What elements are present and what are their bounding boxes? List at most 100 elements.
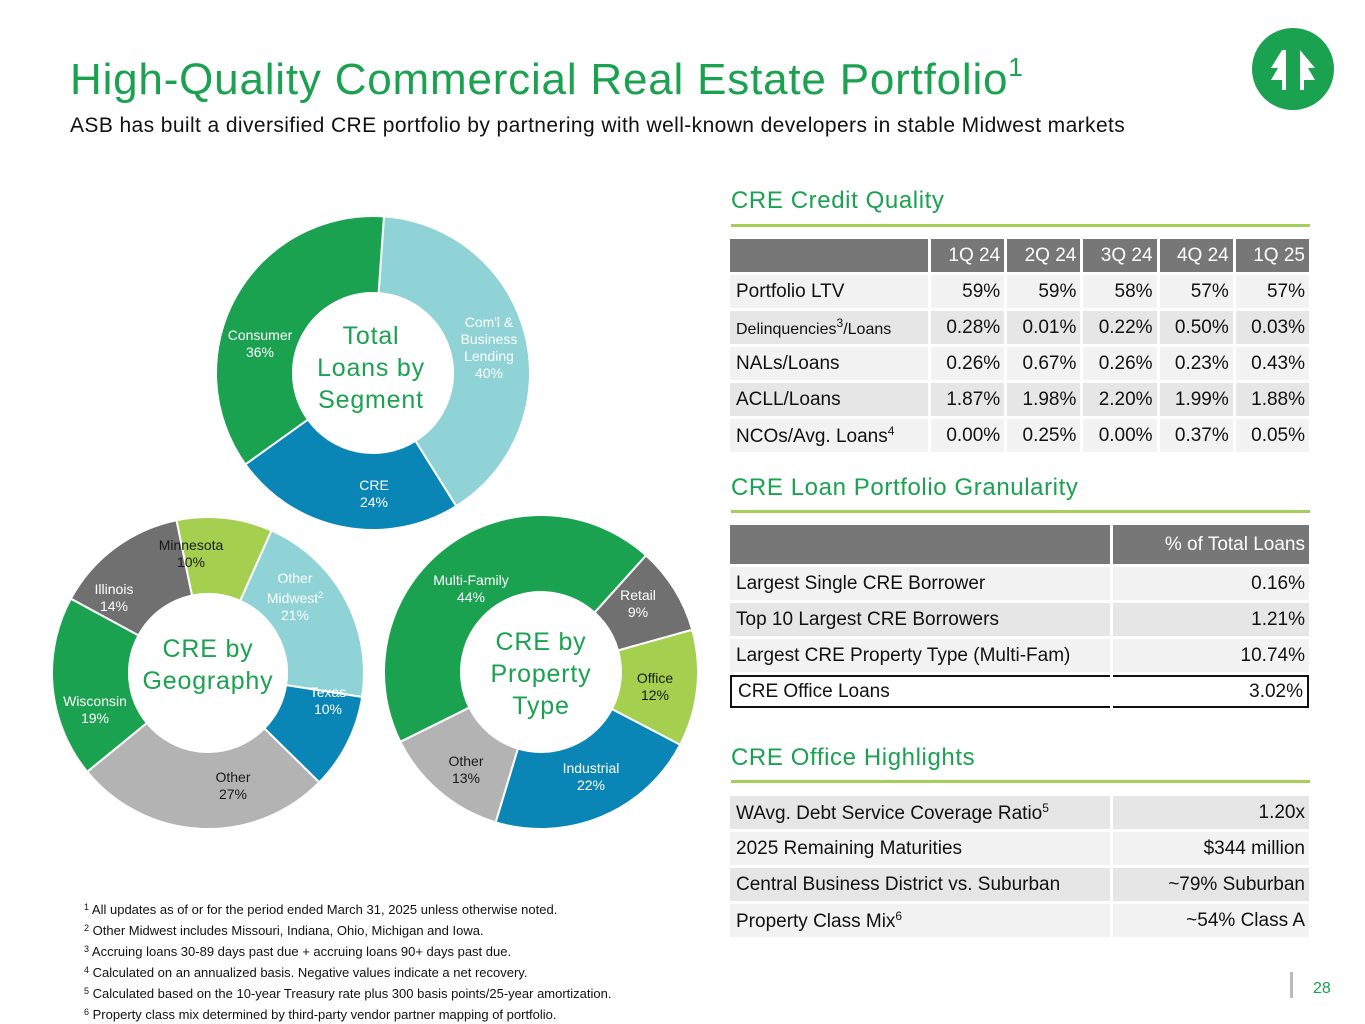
slice-label-line: Lending — [464, 348, 514, 364]
table-cell: 0.26% — [1083, 347, 1157, 380]
table-row: Central Business District vs. Suburban ~… — [730, 868, 1309, 901]
slice-label-line: Minnesota — [158, 537, 224, 553]
page-title: High-Quality Commercial Real Estate Port… — [70, 52, 1024, 104]
row-label: ACLL/Loans — [730, 383, 928, 416]
table-cell: 0.25% — [1007, 419, 1081, 452]
table-cell: 59% — [1007, 275, 1081, 308]
table-cell: 0.23% — [1159, 347, 1233, 380]
slice-label-industrial: Industrial 22% — [563, 760, 620, 794]
donut-slice-other-midwest — [238, 529, 365, 699]
slice-label-geo-other: Other 27% — [215, 769, 250, 803]
table-cell: 3.02% — [1113, 675, 1309, 708]
slice-label-line: Other — [448, 753, 484, 769]
table-row: ACLL/Loans 1.87% 1.98% 2.20% 1.99% 1.88% — [730, 383, 1309, 416]
row-label: Largest Single CRE Borrower — [730, 567, 1110, 600]
row-label: Property Class Mix6 — [730, 904, 1110, 937]
slice-label-line: Com'l & — [464, 314, 514, 330]
table-row: Delinquencies3/Loans 0.28% 0.01% 0.22% 0… — [730, 311, 1309, 344]
table-cell: 58% — [1083, 275, 1157, 308]
row-label: NALs/Loans — [730, 347, 928, 380]
table-header-row: 1Q 24 2Q 24 3Q 24 4Q 24 1Q 25 — [730, 239, 1309, 272]
granularity-heading: CRE Loan Portfolio Granularity — [731, 474, 1079, 501]
slice-label-wisconsin: Wisconsin 19% — [63, 693, 127, 727]
slice-label-line: Multi-Family — [433, 572, 509, 588]
donut-slice-cre — [243, 418, 458, 531]
center-line: Total — [342, 322, 400, 350]
credit-quality-table: 1Q 24 2Q 24 3Q 24 4Q 24 1Q 25 Portfolio … — [727, 236, 1312, 455]
table-cell: 0.05% — [1235, 419, 1309, 452]
slice-label-value: 9% — [627, 604, 649, 620]
slice-label-office: Office 12% — [637, 670, 673, 704]
row-label: WAvg. Debt Service Coverage Ratio5 — [730, 796, 1110, 829]
table-cell: 1.99% — [1159, 383, 1233, 416]
table-cell: 57% — [1235, 275, 1309, 308]
slice-label-line: Midwest2 — [266, 590, 324, 606]
table-cell: 0.00% — [1083, 419, 1157, 452]
slice-label-value: 10% — [313, 701, 343, 717]
slice-label-other-midwest: Other Midwest2 21% — [267, 570, 323, 624]
credit-quality-heading: CRE Credit Quality — [731, 187, 945, 214]
row-label: Largest CRE Property Type (Multi-Fam) — [730, 639, 1110, 672]
table-row-highlighted: CRE Office Loans 3.02% — [730, 675, 1309, 708]
slice-label-line: Consumer — [227, 327, 293, 343]
row-label: 2025 Remaining Maturities — [730, 832, 1110, 865]
slice-label-value: 24% — [359, 494, 389, 510]
center-line: Type — [512, 692, 570, 720]
slice-label-illinois: Illinois 14% — [95, 581, 134, 615]
table-cell: 0.01% — [1007, 311, 1081, 344]
page-subtitle: ASB has built a diversified CRE portfoli… — [70, 114, 1126, 137]
table-cell: 0.43% — [1235, 347, 1309, 380]
center-line: Segment — [318, 386, 424, 414]
slice-label-line: Other — [277, 570, 313, 586]
table-row: NCOs/Avg. Loans4 0.00% 0.25% 0.00% 0.37%… — [730, 419, 1309, 452]
slice-label-line: Other — [215, 769, 251, 785]
office-table: WAvg. Debt Service Coverage Ratio5 1.20x… — [727, 793, 1312, 940]
table-row: Largest Single CRE Borrower 0.16% — [730, 567, 1309, 600]
table-cell: 1.88% — [1235, 383, 1309, 416]
slice-label-value: 13% — [451, 770, 481, 786]
slice-label-value: 12% — [640, 687, 670, 703]
page-number-divider — [1290, 972, 1293, 998]
table-row: NALs/Loans 0.26% 0.67% 0.26% 0.23% 0.43% — [730, 347, 1309, 380]
footnotes: 1 All updates as of or for the period en… — [84, 898, 612, 1024]
table-cell: 0.50% — [1159, 311, 1233, 344]
office-heading: CRE Office Highlights — [731, 744, 976, 771]
table-row: Top 10 Largest CRE Borrowers 1.21% — [730, 603, 1309, 636]
table-cell: 2.20% — [1083, 383, 1157, 416]
slice-label-value: 14% — [99, 598, 129, 614]
table-header-row: % of Total Loans — [730, 525, 1309, 564]
table-header-blank — [730, 239, 928, 272]
asb-tree-logo-icon — [1252, 28, 1334, 110]
slice-label-value: 27% — [218, 786, 248, 802]
slice-label-value: 21% — [280, 607, 310, 623]
slice-label-texas: Texas 10% — [310, 684, 347, 718]
row-label: Top 10 Largest CRE Borrowers — [730, 603, 1110, 636]
table-header-cell: % of Total Loans — [1113, 525, 1309, 564]
row-label: NCOs/Avg. Loans4 — [730, 419, 928, 452]
table-cell: 1.21% — [1113, 603, 1309, 636]
slice-label-line: Illinois — [94, 581, 134, 597]
slice-label-value: 44% — [456, 589, 486, 605]
slice-label-line: Office — [636, 670, 674, 686]
donut-chart-segment — [215, 215, 531, 531]
footnote: 6 Property class mix determined by third… — [84, 1007, 557, 1022]
slice-label-line: Industrial — [562, 760, 620, 776]
slice-label-line: Wisconsin — [63, 693, 127, 709]
donut-center-label: CRE by Geography — [128, 633, 288, 697]
donut-slice-multi-family — [383, 514, 648, 744]
slice-label-value: 19% — [80, 710, 110, 726]
slice-label-line: Business — [460, 331, 518, 347]
slice-label-consumer: Consumer 36% — [228, 327, 293, 361]
donut-slice-com-l-business-lending — [377, 215, 531, 508]
table-cell: 1.20x — [1113, 796, 1309, 829]
slice-label-retail: Retail 9% — [620, 587, 656, 621]
table-cell: 0.37% — [1159, 419, 1233, 452]
donut-slice-minnesota — [175, 516, 273, 603]
page-number: 28 — [1313, 980, 1331, 997]
table-header-cell: 3Q 24 — [1083, 239, 1157, 272]
table-header-cell: 2Q 24 — [1007, 239, 1081, 272]
slice-label-line: Texas — [309, 684, 347, 700]
table-header-cell: 1Q 24 — [931, 239, 1005, 272]
table-cell: ~54% Class A — [1113, 904, 1309, 937]
slice-label-line: Retail — [620, 587, 656, 603]
